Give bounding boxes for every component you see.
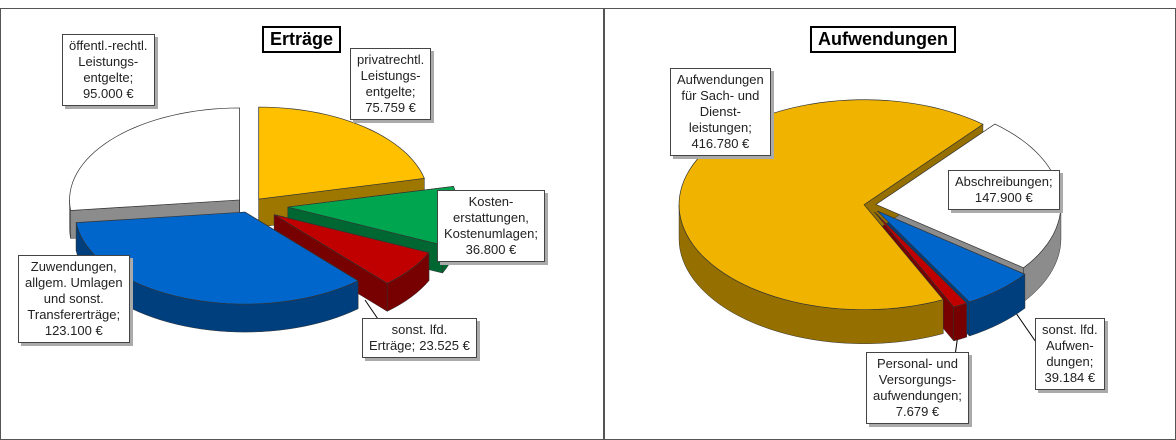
- pie: [678, 99, 1062, 344]
- value-label: 23.525 €: [419, 338, 470, 353]
- data-label: sonst. lfd. Aufwen- dungen; 39.184 €: [1035, 318, 1105, 390]
- slice: [258, 106, 425, 200]
- data-label: Kosten- erstattungen, Kostenumlagen; 36.8…: [437, 190, 545, 262]
- category-label: privatrechtl. Leistungs- entgelte;: [357, 52, 425, 99]
- pie-tops: [69, 106, 459, 305]
- category-label: Aufwendungen für Sach- und Dienst- leist…: [677, 72, 764, 135]
- slice: [75, 211, 359, 305]
- category-label: Kosten- erstattungen, Kostenumlagen;: [444, 194, 538, 241]
- data-label: Zuwendungen, allgem. Umlagen und sonst. …: [18, 255, 130, 343]
- data-label: Aufwendungen für Sach- und Dienst- leist…: [670, 68, 771, 156]
- category-label: öffentl.-rechtl. Leistungs- entgelte;: [69, 38, 148, 85]
- slice: [273, 214, 430, 284]
- value-label: 39.184 €: [1044, 370, 1096, 385]
- value-label: 95.000 €: [82, 86, 134, 101]
- value-label: 7.679 €: [895, 404, 940, 419]
- slice: [877, 210, 1026, 303]
- chart-title: Aufwendungen: [810, 26, 956, 53]
- slice: [69, 107, 240, 211]
- data-label: Abschreibungen; 147.900 €: [948, 170, 1060, 210]
- data-label: öffentl.-rechtl. Leistungs- entgelte; 95.…: [62, 34, 155, 106]
- value-label: 123.100 €: [44, 323, 103, 338]
- category-label: Abschreibungen;: [955, 174, 1053, 189]
- value-label: 147.900 €: [974, 190, 1033, 205]
- data-label: privatrechtl. Leistungs- entgelte; 75.759…: [350, 48, 432, 120]
- chart-title: Erträge: [262, 26, 342, 53]
- value-label: 36.800 €: [465, 242, 517, 257]
- category-label: Personal- und Versorgungs- aufwendungen;: [873, 356, 962, 403]
- pie: [69, 106, 459, 333]
- slice: [874, 211, 968, 308]
- category-label: sonst. lfd. Aufwen- dungen;: [1042, 322, 1098, 369]
- pie-sides: [678, 204, 1062, 344]
- value-label: 75.759 €: [365, 100, 416, 115]
- slice-side: [953, 302, 967, 342]
- category-label: Zuwendungen, allgem. Umlagen und sonst. …: [25, 259, 123, 322]
- category-label: sonst. lfd. Erträge;: [369, 322, 448, 353]
- data-label: sonst. lfd. Erträge; 23.525 €: [362, 318, 477, 358]
- data-label: Personal- und Versorgungs- aufwendungen;…: [866, 352, 969, 424]
- value-label: 416.780 €: [691, 136, 750, 151]
